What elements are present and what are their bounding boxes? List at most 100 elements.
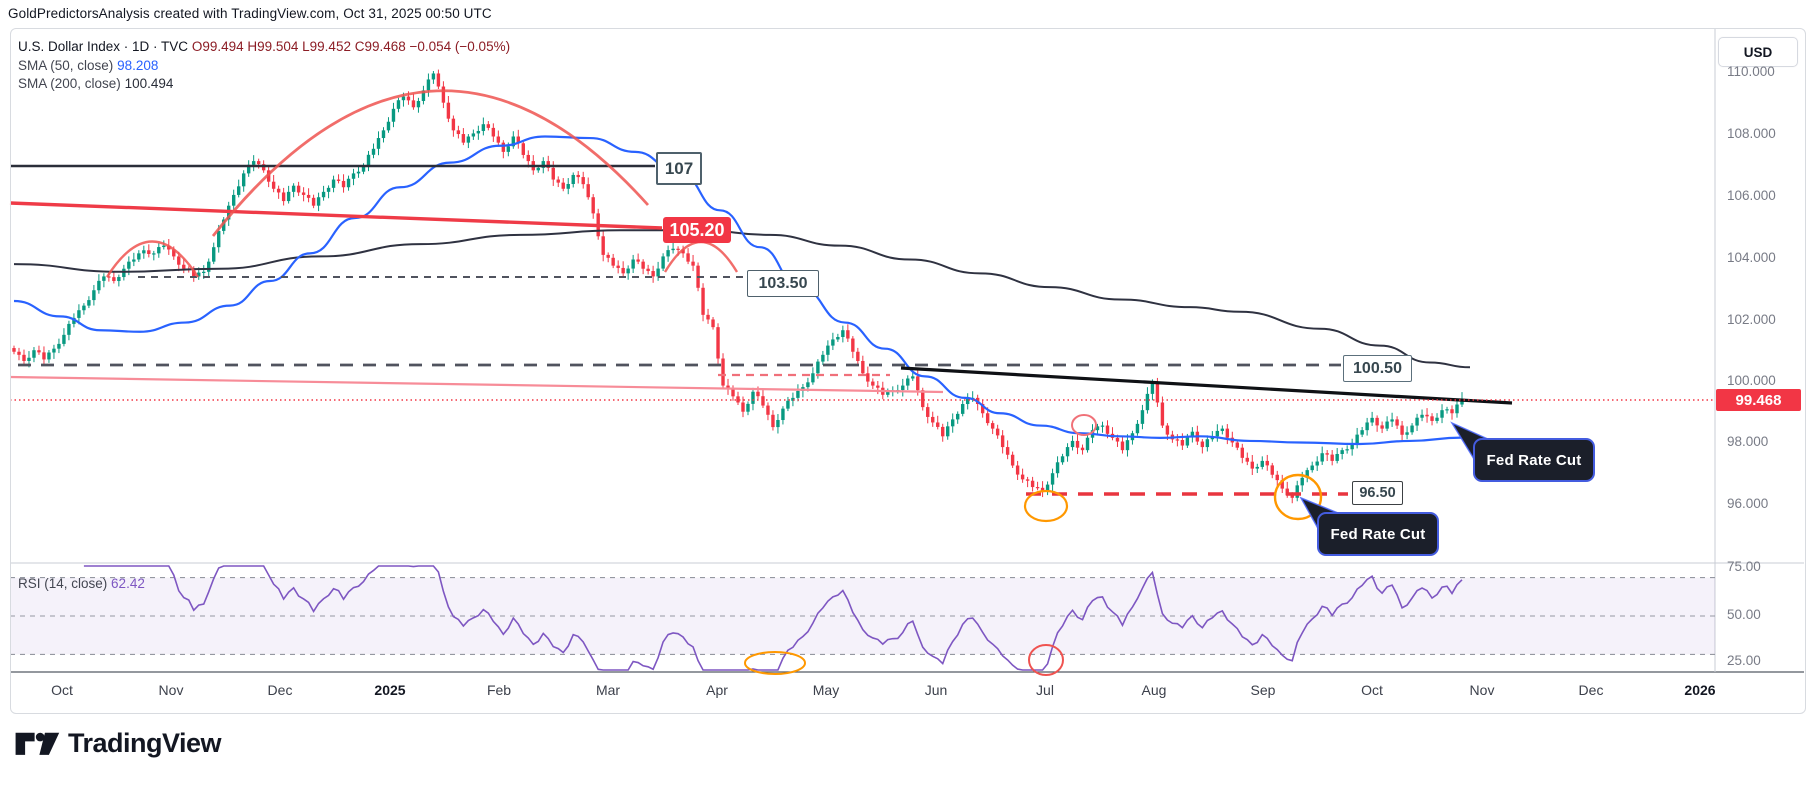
resistance-107-label[interactable]: 107 [656, 152, 702, 185]
candlestick[interactable] [97, 274, 101, 294]
candlestick[interactable] [331, 175, 336, 193]
candlestick[interactable] [631, 254, 635, 273]
candlestick[interactable] [841, 325, 845, 343]
september-low-circle-orange[interactable] [1273, 473, 1323, 521]
candlestick[interactable] [1265, 454, 1269, 471]
candlestick[interactable] [291, 183, 296, 198]
candlestick[interactable] [980, 399, 985, 418]
candlestick[interactable] [1020, 468, 1025, 483]
candlestick[interactable] [341, 174, 346, 193]
candlestick[interactable] [1255, 463, 1259, 474]
candlestick[interactable] [286, 185, 291, 204]
candlestick[interactable] [1000, 430, 1005, 454]
candlestick[interactable] [1385, 416, 1389, 432]
candlestick[interactable] [836, 333, 840, 342]
candlestick[interactable] [516, 129, 521, 149]
candlestick[interactable] [611, 253, 615, 269]
candlestick[interactable] [132, 252, 136, 267]
sma-200-line[interactable] [13, 229, 1471, 369]
candlestick[interactable] [1040, 481, 1045, 498]
candlestick[interactable] [866, 366, 870, 387]
candlestick[interactable] [481, 117, 486, 136]
candlestick[interactable] [1060, 453, 1065, 465]
candlestick[interactable] [1055, 456, 1060, 478]
candlestick[interactable] [886, 388, 890, 398]
candlestick[interactable] [901, 378, 905, 397]
level-103-50-label[interactable]: 103.50 [747, 270, 819, 297]
candlestick[interactable] [681, 245, 685, 258]
candlestick[interactable] [466, 134, 471, 149]
candlestick[interactable] [811, 367, 815, 385]
candlestick[interactable] [276, 185, 281, 199]
candlestick[interactable] [451, 115, 456, 137]
candlestick[interactable] [1280, 474, 1284, 494]
candlestick[interactable] [1260, 456, 1264, 470]
candlestick[interactable] [1345, 445, 1349, 454]
candlestick[interactable] [246, 160, 251, 177]
candlestick[interactable] [990, 420, 995, 435]
candlestick[interactable] [576, 171, 580, 184]
candlestick[interactable] [296, 181, 301, 196]
candlestick[interactable] [182, 258, 186, 274]
candlestick[interactable] [1235, 440, 1240, 451]
candlestick[interactable] [1010, 451, 1015, 468]
candlestick[interactable] [1145, 387, 1150, 414]
candlestick[interactable] [1135, 419, 1140, 436]
candlestick[interactable] [371, 143, 376, 159]
candlestick[interactable] [1320, 446, 1324, 465]
candlestick[interactable] [1400, 420, 1404, 442]
candlestick[interactable] [931, 411, 935, 427]
candlestick[interactable] [231, 189, 236, 211]
candlestick[interactable] [1100, 421, 1105, 433]
candlestick[interactable] [781, 406, 785, 425]
candlestick[interactable] [706, 308, 710, 324]
candlestick[interactable] [471, 129, 476, 140]
candlestick[interactable] [861, 355, 865, 376]
candlestick[interactable] [301, 187, 306, 202]
candlestick[interactable] [821, 350, 825, 366]
candlestick[interactable] [646, 264, 650, 275]
candlestick[interactable] [960, 400, 965, 417]
candlestick[interactable] [926, 403, 930, 424]
candlestick[interactable] [561, 178, 565, 192]
candlestick[interactable] [721, 353, 725, 390]
descending-trendline-red[interactable] [9, 201, 663, 230]
candlestick[interactable] [1270, 462, 1274, 479]
candlestick[interactable] [42, 346, 46, 365]
candlestick[interactable] [22, 349, 26, 365]
candlestick[interactable] [995, 424, 1000, 439]
candlestick[interactable] [951, 413, 955, 433]
candlestick[interactable] [1410, 423, 1414, 435]
candlestick[interactable] [501, 140, 506, 159]
candlestick[interactable] [1065, 443, 1070, 462]
candlestick[interactable] [636, 253, 640, 265]
candlestick[interactable] [1190, 427, 1195, 443]
candlestick[interactable] [1455, 399, 1459, 418]
candlestick[interactable] [142, 245, 146, 259]
candlestick[interactable] [736, 391, 740, 405]
candlestick[interactable] [1430, 413, 1434, 426]
candlestick[interactable] [946, 421, 950, 440]
candlestick[interactable] [1250, 455, 1254, 475]
candlestick[interactable] [32, 347, 36, 363]
candlestick[interactable] [1295, 480, 1299, 502]
candlestick[interactable] [1005, 440, 1010, 460]
candlestick[interactable] [1450, 405, 1454, 420]
candlestick[interactable] [87, 296, 91, 309]
candlestick[interactable] [1365, 417, 1369, 436]
candlestick[interactable] [431, 71, 436, 84]
candlestick[interactable] [157, 243, 161, 258]
candlestick[interactable] [366, 150, 371, 172]
candlestick[interactable] [791, 392, 795, 407]
candlestick[interactable] [1050, 468, 1055, 491]
candlestick[interactable] [711, 317, 715, 330]
candlestick[interactable] [641, 259, 645, 275]
symbol-legend-row[interactable]: U.S. Dollar Index · 1D · TVC O99.494 H99… [18, 38, 510, 57]
candlestick[interactable] [1085, 433, 1090, 453]
candlestick[interactable] [786, 396, 790, 412]
candlestick[interactable] [112, 271, 116, 284]
chart-legend[interactable]: U.S. Dollar Index · 1D · TVC O99.494 H99… [18, 38, 510, 94]
candlestick[interactable] [47, 350, 51, 363]
candlestick[interactable] [426, 73, 431, 97]
candlestick[interactable] [411, 93, 416, 110]
